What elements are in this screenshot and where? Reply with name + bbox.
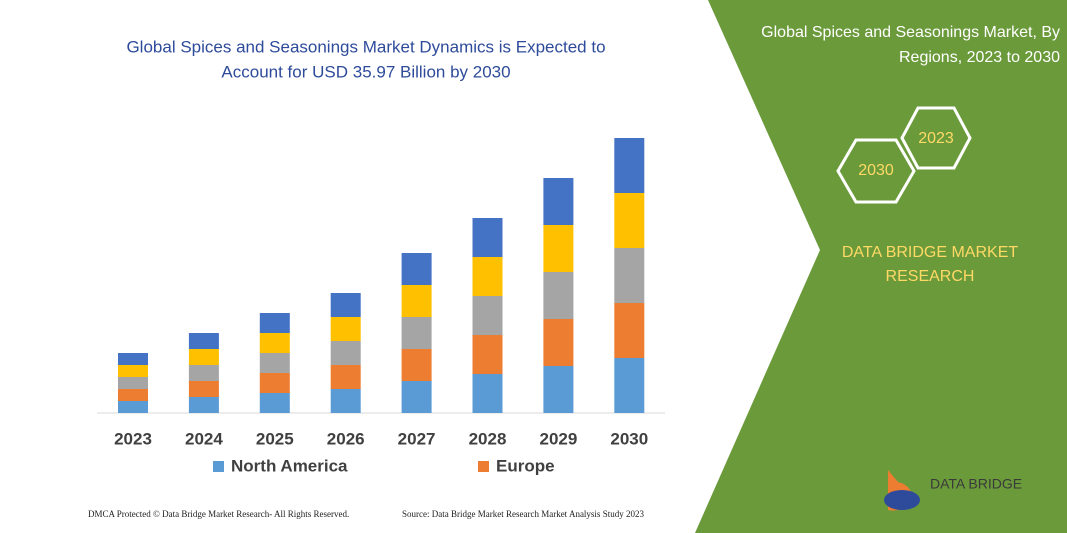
bar-segment — [472, 296, 503, 335]
footer-text: DMCA Protected © Data Bridge Market Rese… — [88, 509, 349, 519]
hex-label: 2023 — [918, 130, 954, 147]
chart-title: Global Spices and Seasonings Market Dyna… — [126, 37, 605, 56]
bar-segment — [543, 225, 574, 272]
bar-segment — [188, 365, 219, 381]
bar-segment — [543, 178, 574, 225]
bar-segment — [259, 353, 290, 373]
bar-segment — [401, 317, 432, 349]
bar-segment — [401, 253, 432, 285]
logo-icon — [884, 490, 920, 510]
x-tick-label: 2024 — [185, 429, 223, 448]
legend-swatch — [213, 461, 224, 472]
bar-segment — [543, 319, 574, 366]
bar-segment — [118, 353, 148, 365]
legend-swatch — [478, 461, 489, 472]
bar-segment — [188, 349, 219, 365]
brand-text: DATA BRIDGE MARKET — [842, 244, 1019, 261]
x-tick-label: 2026 — [327, 429, 365, 448]
bar-segment — [614, 303, 645, 358]
bar-segment — [118, 389, 148, 401]
hexagon — [900, 106, 972, 170]
x-tick-label: 2025 — [256, 429, 294, 448]
bar-segment — [259, 333, 290, 353]
footer-text: Source: Data Bridge Market Research Mark… — [402, 509, 644, 519]
bar-segment — [118, 365, 148, 377]
green-panel — [695, 0, 1067, 533]
bar-segment — [118, 377, 148, 389]
bar-segment — [614, 358, 645, 413]
bar-segment — [259, 313, 290, 333]
panel-title: Global Spices and Seasonings Market, By — [761, 24, 1060, 41]
hex-label: 2030 — [858, 162, 894, 179]
chart-title: Account for USD 35.97 Billion by 2030 — [221, 62, 510, 81]
brand-text: RESEARCH — [886, 268, 975, 285]
bar-segment — [188, 333, 219, 349]
bar-segment — [614, 138, 645, 193]
x-tick-label: 2029 — [539, 429, 577, 448]
bar-segment — [188, 397, 219, 413]
x-tick-label: 2023 — [114, 429, 152, 448]
bar-segment — [188, 381, 219, 397]
bar-segment — [401, 381, 432, 413]
bar-segment — [401, 349, 432, 381]
bar-segment — [330, 389, 361, 413]
panel-title: Regions, 2023 to 2030 — [899, 49, 1060, 66]
bar-segment — [472, 257, 503, 296]
bar-segment — [472, 374, 503, 413]
bar-segment — [330, 317, 361, 341]
bar-segment — [330, 293, 361, 317]
bar-segment — [330, 365, 361, 389]
bar-segment — [259, 393, 290, 413]
bar-segment — [472, 218, 503, 257]
bar-segment — [118, 401, 148, 413]
legend-label: North America — [231, 456, 348, 475]
bar-segment — [614, 193, 645, 248]
bar-segment — [472, 335, 503, 374]
bar-segment — [330, 341, 361, 365]
x-tick-label: 2030 — [610, 429, 648, 448]
bar-segment — [401, 285, 432, 317]
bar-segment — [543, 366, 574, 413]
x-tick-label: 2028 — [469, 429, 507, 448]
bar-segment — [614, 248, 645, 303]
legend-label: Europe — [496, 456, 555, 475]
logo-text: DATA BRIDGE — [930, 476, 1022, 492]
x-tick-label: 2027 — [398, 429, 436, 448]
hexagon — [836, 138, 916, 204]
bar-segment — [543, 272, 574, 319]
bar-segment — [259, 373, 290, 393]
